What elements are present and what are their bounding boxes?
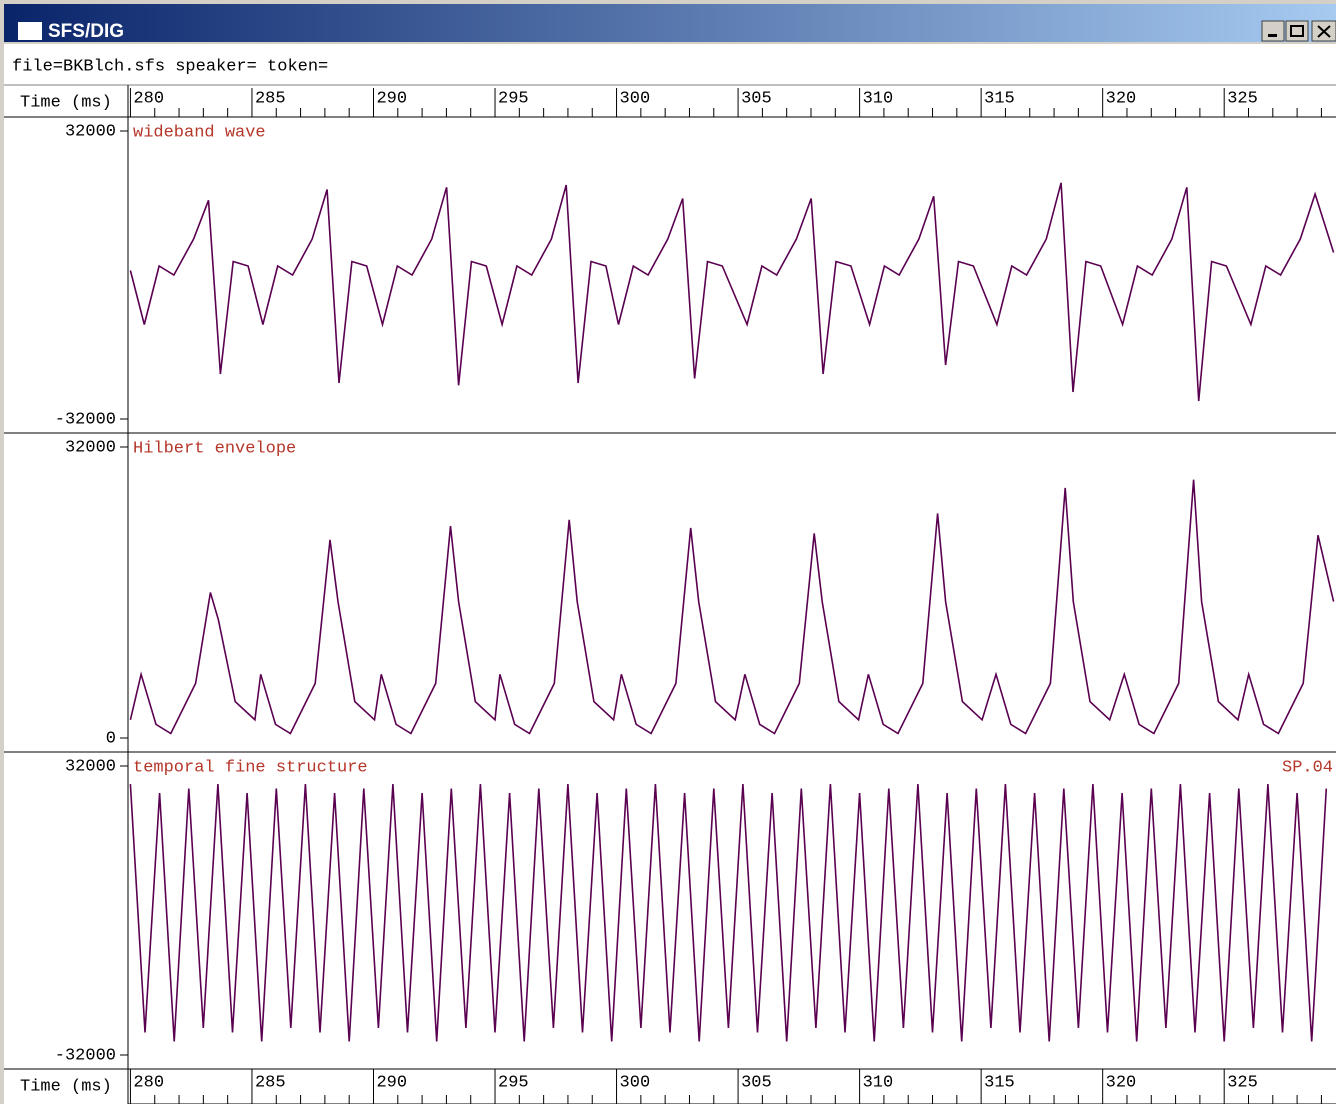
x-tick-label: 325: [1227, 1073, 1258, 1092]
x-tick-label: 315: [984, 1073, 1015, 1092]
waveform: [129, 182, 1335, 402]
app-icon: [18, 22, 42, 40]
panel-annotation: SP.04: [1282, 758, 1333, 777]
x-tick-label: 280: [133, 89, 164, 108]
panel-title: wideband wave: [133, 123, 266, 142]
x-tick-label: 295: [498, 89, 529, 108]
x-tick-label: 300: [620, 89, 651, 108]
y-tick-label: 32000: [65, 122, 116, 141]
x-tick-label: 315: [984, 89, 1015, 108]
y-tick-label: 0: [106, 729, 116, 748]
time-axis-label: Time (ms): [20, 1077, 112, 1096]
panel-title: Hilbert envelope: [133, 439, 296, 458]
title-bar: [4, 4, 1336, 42]
x-tick-label: 305: [741, 1073, 772, 1092]
close-icon: [1317, 25, 1331, 38]
frame-left: [0, 44, 4, 1104]
x-tick-label: 310: [863, 1073, 894, 1092]
x-tick-label: 290: [376, 1073, 407, 1092]
y-tick-label: -32000: [55, 410, 116, 429]
x-tick-label: 310: [863, 89, 894, 108]
y-tick-label: 32000: [65, 757, 116, 776]
x-tick-label: 295: [498, 1073, 529, 1092]
x-tick-label: 285: [255, 1073, 286, 1092]
info-line: file=BKBlch.sfs speaker= token=: [12, 57, 328, 76]
waveform: [129, 784, 1328, 1042]
maximize-button[interactable]: [1285, 20, 1309, 42]
time-axis-label: Time (ms): [20, 93, 112, 112]
minimize-icon: [1268, 34, 1277, 37]
window-title: SFS/DIG: [48, 21, 124, 42]
maximize-icon: [1290, 25, 1304, 37]
x-tick-label: 305: [741, 89, 772, 108]
x-tick-label: 285: [255, 89, 286, 108]
x-tick-label: 325: [1227, 89, 1258, 108]
y-tick-label: -32000: [55, 1046, 116, 1065]
x-tick-label: 320: [1106, 89, 1137, 108]
waveform: [129, 479, 1335, 735]
panel-title: temporal fine structure: [133, 758, 368, 777]
x-tick-label: 320: [1106, 1073, 1137, 1092]
window-buttons[interactable]: [1261, 20, 1336, 42]
x-tick-label: 290: [376, 89, 407, 108]
x-tick-label: 280: [133, 1073, 164, 1092]
minimize-button[interactable]: [1261, 20, 1285, 42]
y-tick-label: 32000: [65, 438, 116, 457]
x-tick-label: 300: [620, 1073, 651, 1092]
